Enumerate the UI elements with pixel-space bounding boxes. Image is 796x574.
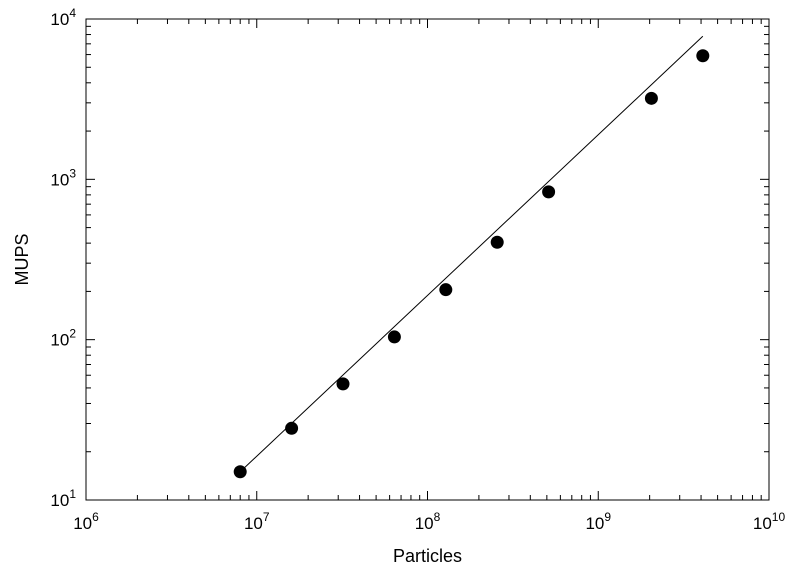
data-point (490, 235, 504, 249)
fit-line-group (239, 35, 704, 473)
x-tick-label: 109 (585, 510, 611, 533)
y-tick-label: 103 (50, 166, 76, 189)
y-tick-label: 101 (50, 487, 76, 510)
y-axis-label: MUPS (12, 233, 32, 285)
tick-labels: 106 107 108 109 1010 101 102 103 104 (50, 6, 785, 533)
y-tick-label: 104 (50, 6, 76, 29)
data-point (336, 377, 350, 391)
data-point (696, 49, 710, 63)
data-point (387, 330, 401, 344)
x-tick-label: 108 (415, 510, 441, 533)
axis-ticks (85, 18, 770, 501)
data-point (439, 283, 453, 297)
data-point (542, 185, 556, 199)
plot-frame (85, 18, 770, 501)
x-tick-label: 1010 (753, 510, 786, 533)
data-point (285, 421, 299, 435)
fit-line (239, 35, 704, 473)
data-point (233, 465, 247, 479)
x-tick-label: 106 (73, 510, 99, 533)
x-tick-label: 107 (244, 510, 270, 533)
x-axis-label: Particles (393, 546, 462, 566)
data-point (644, 91, 658, 105)
data-points (233, 49, 710, 479)
y-tick-label: 102 (50, 327, 76, 350)
